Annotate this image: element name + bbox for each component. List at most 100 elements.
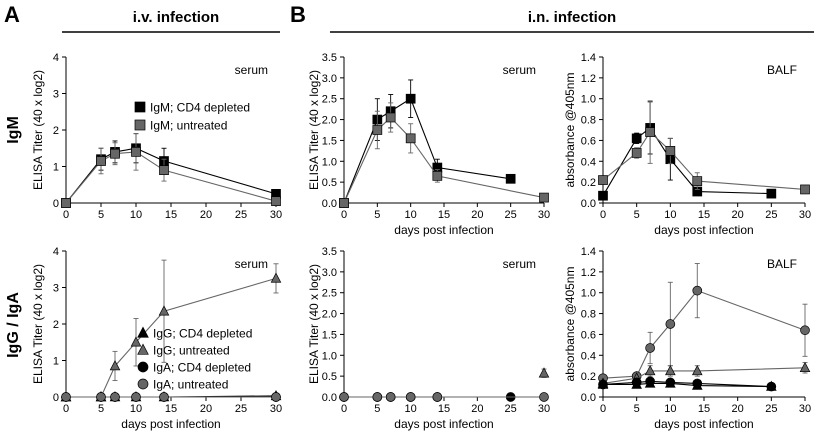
- y-tick-label: 3: [53, 89, 59, 101]
- y-tick-label: 1.5: [322, 135, 337, 147]
- y-tick-label: 3.0: [322, 267, 337, 279]
- panel-letter-b: B: [290, 2, 306, 27]
- chart-annotation: serum: [235, 257, 268, 271]
- y-tick-label: 2: [53, 125, 59, 137]
- x-axis-label: days post infection: [121, 417, 220, 431]
- x-tick-label: 30: [270, 209, 282, 221]
- y-axis-label: ELISA Titer (40 x log2): [31, 264, 45, 384]
- charts: 0 1 2 3 4 0 5 10 15 20 25 30 ELISA Titer (40 x log2)…: [31, 52, 811, 431]
- y-tick-label: 0.2: [581, 371, 596, 383]
- y-tick-label: 0.0: [581, 198, 596, 210]
- legend-marker: [137, 378, 149, 390]
- y-tick-label: 2.5: [322, 94, 337, 106]
- data-point: [339, 198, 349, 208]
- data-point: [405, 133, 416, 144]
- legend-label: IgA; CD4 depleted: [153, 361, 251, 375]
- series-1: [598, 100, 810, 195]
- data-point: [405, 392, 416, 402]
- y-tick-label: 4: [53, 246, 59, 258]
- legend-marker: [137, 343, 149, 355]
- x-tick-label: 30: [799, 403, 811, 415]
- series-line: [602, 367, 806, 384]
- series-0: [61, 133, 281, 208]
- data-point: [645, 127, 655, 137]
- data-point: [665, 364, 676, 376]
- y-tick-label: 0.0: [322, 392, 337, 404]
- x-tick-label: 0: [63, 209, 69, 221]
- y-tick-label: 3.0: [322, 73, 337, 85]
- y-tick-label: 0.5: [322, 371, 337, 383]
- data-point: [109, 360, 121, 371]
- data-point: [505, 173, 516, 184]
- data-point: [665, 146, 676, 156]
- x-tick-label: 0: [341, 209, 347, 221]
- data-point: [598, 175, 608, 185]
- y-tick-label: 0.5: [322, 177, 337, 189]
- data-point: [158, 305, 170, 316]
- series-0: [339, 79, 516, 208]
- legend: IgG; CD4 depleted IgG; untreated IgA; CD4 …: [137, 326, 252, 392]
- data-point: [159, 392, 169, 402]
- chart-in_igm_balf: 0.0 0.2 0.4 0.6 0.8 1.0 1.2 1.4 0 5 10 15 20 25 30 abso…: [563, 52, 811, 237]
- x-tick-label: 15: [698, 209, 710, 221]
- x-tick-label: 15: [438, 403, 450, 415]
- chart-in_igg_iga_serum: 0.0 0.5 1.0 1.5 2.0 2.5 3.0 3.5 0 5 10 15 20 25 30 ELIS…: [307, 246, 550, 431]
- x-tick-label: 30: [538, 403, 550, 415]
- x-tick-label: 20: [200, 403, 212, 415]
- chart-annotation: serum: [503, 257, 536, 271]
- row-label-igg-iga: IgG / IgA: [5, 292, 22, 358]
- legend-marker: [134, 101, 146, 113]
- x-tick-label: 20: [200, 209, 212, 221]
- data-point: [271, 392, 281, 402]
- y-tick-label: 0.4: [581, 156, 596, 168]
- y-tick-label: 1.0: [322, 350, 337, 362]
- x-tick-label: 30: [538, 209, 550, 221]
- panel-letter-a: A: [4, 2, 20, 27]
- x-tick-label: 25: [505, 403, 517, 415]
- data-point: [131, 392, 141, 402]
- x-tick-label: 5: [634, 403, 640, 415]
- data-point: [665, 377, 676, 388]
- chart-annotation: BALF: [767, 63, 797, 77]
- data-point: [691, 364, 703, 376]
- y-tick-label: 3.5: [322, 246, 337, 258]
- x-tick-label: 5: [634, 209, 640, 221]
- data-point: [271, 196, 281, 207]
- x-tick-label: 10: [664, 403, 676, 415]
- x-tick-label: 5: [98, 403, 104, 415]
- data-point: [766, 380, 777, 391]
- legend-label: IgG; untreated: [153, 344, 230, 358]
- data-point: [799, 361, 811, 373]
- series-line: [343, 97, 511, 204]
- series-line: [65, 147, 277, 204]
- x-tick-label: 10: [664, 209, 676, 221]
- x-tick-label: 20: [471, 403, 483, 415]
- y-tick-label: 1: [53, 356, 59, 368]
- x-tick-label: 0: [600, 403, 606, 415]
- data-point: [372, 125, 383, 135]
- data-point: [598, 190, 608, 201]
- y-tick-label: 2.5: [322, 288, 337, 300]
- data-point: [432, 171, 443, 181]
- chart-annotation: serum: [235, 63, 268, 77]
- x-tick-label: 30: [270, 403, 282, 415]
- chart-annotation: BALF: [767, 257, 797, 271]
- series-1: [339, 102, 549, 208]
- x-tick-label: 10: [130, 403, 142, 415]
- data-point: [96, 392, 106, 402]
- series-0: [598, 263, 810, 384]
- data-point: [372, 392, 383, 402]
- data-point: [110, 392, 120, 402]
- data-point: [692, 176, 703, 186]
- x-axis-label: days post infection: [654, 417, 753, 431]
- x-tick-label: 5: [374, 209, 380, 221]
- y-tick-label: 2.0: [322, 309, 337, 321]
- y-tick-label: 0: [53, 392, 59, 404]
- y-tick-label: 0.8: [581, 309, 596, 321]
- data-point: [405, 93, 416, 104]
- data-point: [644, 377, 656, 388]
- data-point: [339, 392, 349, 402]
- data-point: [597, 378, 609, 389]
- chart-iv_igg_iga: 0 1 2 3 4 0 5 10 15 20 25 30 ELISA Titer (40 x log2)…: [31, 246, 282, 431]
- series-line: [343, 116, 545, 204]
